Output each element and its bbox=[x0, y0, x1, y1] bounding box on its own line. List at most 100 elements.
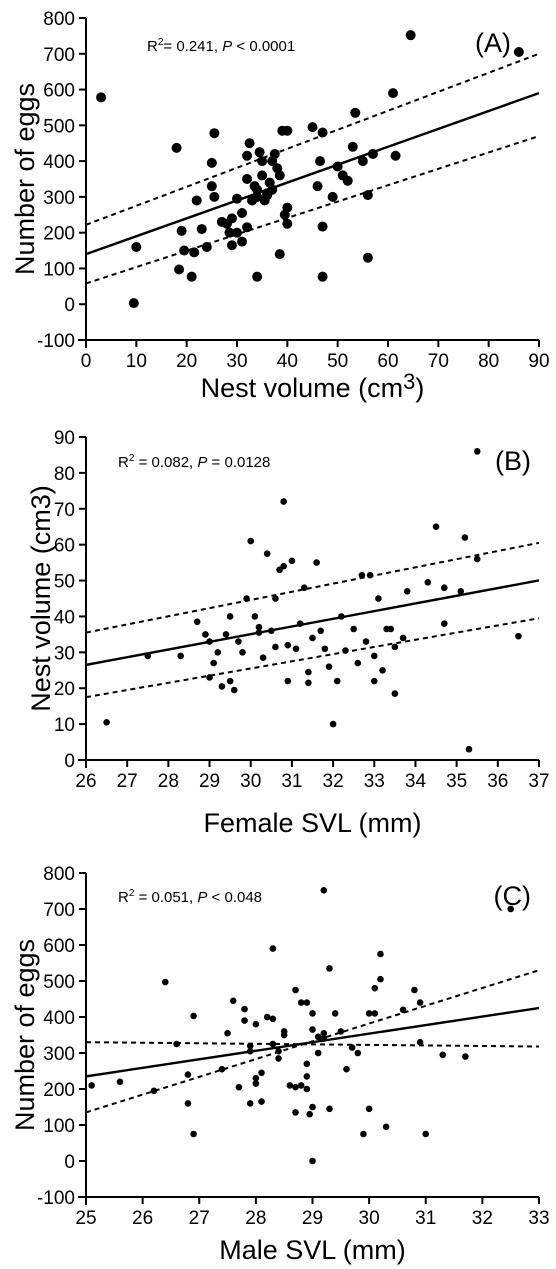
y-tick-label: 80 bbox=[54, 464, 75, 485]
x-axis-label: Male SVL (mm) bbox=[219, 1235, 406, 1265]
data-point bbox=[284, 641, 292, 649]
data-point bbox=[370, 652, 378, 660]
x-tick-label: 28 bbox=[245, 1208, 266, 1229]
y-tick-label: 500 bbox=[43, 972, 75, 993]
y-tick-label: 20 bbox=[54, 679, 75, 700]
data-point bbox=[342, 175, 353, 186]
x-tick-label: 20 bbox=[176, 351, 197, 372]
data-point bbox=[210, 659, 217, 667]
data-point bbox=[96, 92, 107, 103]
stats-annotation: R2 = 0.051, P < 0.048 bbox=[118, 888, 262, 906]
data-point bbox=[292, 986, 299, 994]
data-point bbox=[252, 1080, 260, 1087]
x-tick-label: 33 bbox=[364, 771, 385, 792]
data-point bbox=[173, 1040, 180, 1048]
data-point bbox=[416, 1038, 424, 1046]
data-point bbox=[326, 1105, 333, 1113]
data-point bbox=[439, 1051, 447, 1059]
data-point bbox=[150, 1087, 158, 1095]
data-point bbox=[184, 1100, 192, 1107]
data-point bbox=[292, 1083, 299, 1091]
data-point bbox=[286, 1082, 294, 1089]
data-point bbox=[258, 1069, 265, 1077]
data-point bbox=[457, 588, 465, 595]
data-point bbox=[303, 1073, 311, 1080]
data-point bbox=[411, 986, 418, 994]
data-point bbox=[241, 1017, 248, 1024]
data-point bbox=[465, 745, 473, 753]
data-point bbox=[332, 161, 343, 172]
x-tick-label: 0 bbox=[81, 351, 92, 372]
data-point bbox=[303, 1060, 311, 1068]
data-point bbox=[337, 1028, 345, 1035]
data-point bbox=[255, 623, 263, 631]
data-point bbox=[252, 184, 263, 195]
data-point bbox=[326, 965, 333, 972]
data-point bbox=[254, 147, 265, 158]
x-tick-label: 30 bbox=[226, 351, 247, 372]
data-point bbox=[309, 1010, 316, 1017]
data-point bbox=[267, 156, 278, 167]
data-point bbox=[338, 613, 345, 620]
x-tick-label: 26 bbox=[75, 771, 96, 792]
data-point bbox=[309, 1103, 316, 1111]
plot-area bbox=[86, 541, 539, 699]
x-tick-label: 32 bbox=[472, 1208, 493, 1229]
data-point bbox=[416, 999, 424, 1006]
data-point bbox=[131, 241, 142, 252]
data-point bbox=[370, 677, 378, 685]
data-point bbox=[226, 677, 234, 685]
stats-annotation: R2= 0.241, P < 0.0001 bbox=[147, 37, 295, 55]
data-point bbox=[440, 620, 448, 627]
data-point bbox=[252, 191, 263, 202]
data-point bbox=[365, 1010, 373, 1017]
data-point bbox=[320, 886, 328, 894]
data-point bbox=[357, 156, 368, 167]
data-point bbox=[218, 1065, 226, 1073]
data-point bbox=[327, 191, 338, 202]
x-tick-label: 33 bbox=[528, 1208, 549, 1229]
data-point bbox=[267, 184, 278, 195]
y-tick-label: 300 bbox=[43, 1044, 75, 1065]
y-tick-label: 70 bbox=[54, 500, 75, 521]
data-point bbox=[230, 686, 238, 694]
data-point bbox=[303, 999, 311, 1006]
p-value: < 0.048 bbox=[207, 889, 262, 906]
data-point bbox=[424, 579, 432, 586]
data-point bbox=[422, 1130, 430, 1138]
data-point bbox=[190, 1012, 197, 1020]
data-point bbox=[432, 523, 440, 531]
r2-value: = 0.051, bbox=[134, 889, 197, 906]
data-point bbox=[297, 1082, 305, 1089]
y-tick-label: 100 bbox=[43, 259, 75, 280]
data-point bbox=[513, 46, 524, 57]
data-point bbox=[309, 1157, 316, 1165]
data-point bbox=[292, 1109, 299, 1116]
p-value: = 0.0128 bbox=[207, 454, 270, 471]
data-point bbox=[399, 1006, 407, 1014]
data-point bbox=[348, 1044, 356, 1051]
ci-upper-line bbox=[86, 969, 539, 1114]
y-tick-label: 90 bbox=[54, 428, 75, 449]
x-tick-label: 80 bbox=[478, 351, 499, 372]
x-tick-label: 10 bbox=[126, 351, 147, 372]
data-point bbox=[371, 1010, 379, 1017]
regression-line bbox=[86, 92, 539, 256]
data-point bbox=[362, 190, 373, 201]
data-point bbox=[206, 181, 217, 192]
data-point bbox=[226, 240, 237, 251]
regression-line bbox=[86, 579, 539, 667]
data-point bbox=[244, 138, 255, 149]
data-point bbox=[258, 1098, 265, 1105]
data-point bbox=[280, 1031, 288, 1039]
data-point bbox=[342, 647, 349, 654]
data-point bbox=[202, 631, 209, 638]
x-tick-label: 29 bbox=[302, 1208, 323, 1229]
data-point bbox=[269, 1040, 277, 1048]
data-point bbox=[362, 252, 373, 263]
data-point bbox=[297, 999, 305, 1006]
data-point bbox=[193, 618, 201, 626]
data-point bbox=[350, 107, 361, 118]
data-point bbox=[246, 1100, 254, 1107]
